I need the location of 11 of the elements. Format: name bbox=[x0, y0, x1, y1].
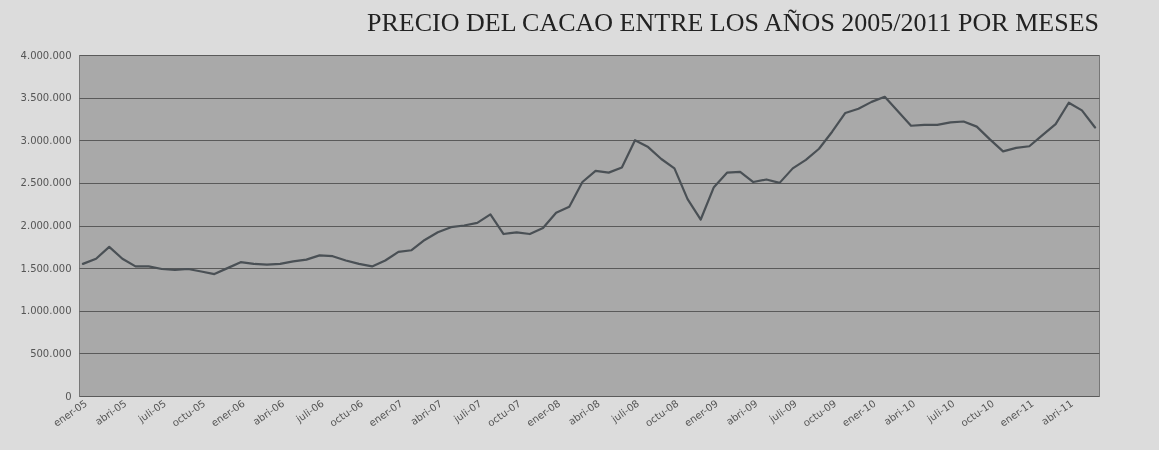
y-tick-label: 0 bbox=[65, 390, 72, 402]
y-tick-label: 2.500.000 bbox=[20, 177, 72, 189]
y-tick-label: 500.000 bbox=[30, 347, 72, 359]
y-tick-label: 4.000.000 bbox=[20, 49, 72, 61]
y-tick-label: 2.000.000 bbox=[20, 220, 72, 231]
line-series bbox=[81, 95, 1097, 276]
y-tick-label: 3.500.000 bbox=[20, 92, 72, 104]
y-tick-label: 1.500.000 bbox=[20, 262, 72, 274]
y-tick-label: 1.000.000 bbox=[20, 305, 72, 317]
y-tick-label: 3.000.000 bbox=[20, 134, 72, 146]
chart-title: PRECIO DEL CACAO ENTRE LOS AÑOS 2005/2011 POR MESES bbox=[367, 8, 1099, 37]
